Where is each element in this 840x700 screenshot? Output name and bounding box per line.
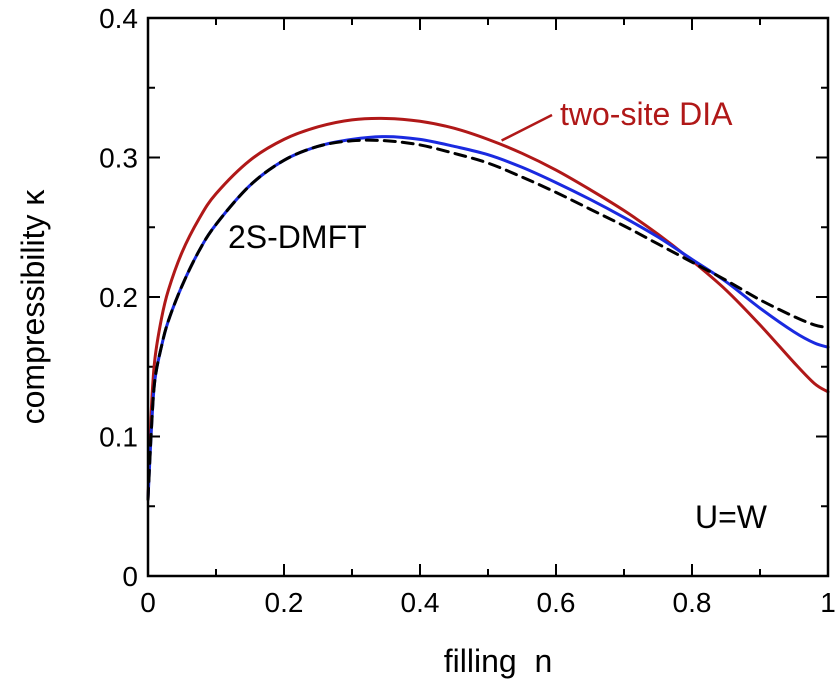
interaction-label: U=W	[695, 499, 768, 535]
x-tick-label: 0.6	[537, 587, 576, 618]
two-site-dia-label: two-site DIA	[560, 96, 733, 132]
x-axis-title: filling n	[444, 643, 553, 679]
dmft-curve	[146, 135, 830, 501]
plot-frame	[146, 16, 830, 578]
two-site-dia-leader-line	[501, 113, 553, 142]
two-site-dia-curve	[146, 116, 830, 501]
x-tick-label: 1	[820, 587, 836, 618]
x-tick-label: 0.4	[401, 587, 440, 618]
series-layer	[146, 116, 830, 501]
y-tick-label: 0	[122, 561, 138, 592]
x-tick-label: 0.2	[265, 587, 304, 618]
y-tick-label: 0.1	[99, 422, 138, 453]
y-tick-label: 0.4	[99, 3, 138, 34]
x-tick-label: 0	[140, 587, 156, 618]
tick-labels: 0 0.2 0.4 0.6 0.8 1 0 0.1 0.2 0.3 0.4	[99, 3, 836, 618]
y-tick-label: 0.2	[99, 282, 138, 313]
x-tick-label: 0.8	[673, 587, 712, 618]
dashed-reference-curve	[146, 138, 830, 501]
dmft-label: 2S-DMFT	[228, 219, 367, 255]
y-axis-title: compressibility κ	[15, 189, 51, 425]
y-tick-label: 0.3	[99, 143, 138, 174]
